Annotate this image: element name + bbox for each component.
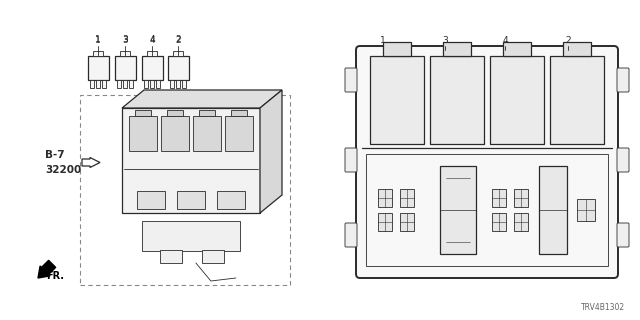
Text: 4: 4: [502, 36, 508, 44]
Bar: [144, 80, 148, 88]
Bar: [198, 110, 216, 116]
Text: FR.: FR.: [46, 271, 64, 281]
FancyBboxPatch shape: [345, 148, 357, 172]
Bar: [88, 56, 109, 80]
Polygon shape: [260, 90, 282, 213]
Polygon shape: [122, 90, 282, 108]
Bar: [176, 80, 180, 88]
FancyBboxPatch shape: [356, 46, 618, 278]
Bar: [102, 80, 106, 88]
Bar: [378, 213, 392, 231]
Text: TRV4B1302: TRV4B1302: [581, 303, 625, 312]
Bar: [400, 189, 414, 207]
FancyArrow shape: [38, 260, 56, 278]
FancyBboxPatch shape: [617, 148, 629, 172]
Text: 2: 2: [175, 35, 181, 44]
Bar: [230, 110, 248, 116]
FancyBboxPatch shape: [345, 223, 357, 247]
Bar: [440, 166, 476, 254]
Bar: [90, 80, 93, 88]
Bar: [514, 213, 528, 231]
Bar: [156, 80, 160, 88]
Bar: [577, 199, 595, 221]
Bar: [443, 42, 471, 56]
Text: 1: 1: [380, 36, 386, 44]
Bar: [170, 80, 173, 88]
Text: B-7: B-7: [45, 150, 65, 160]
Text: 1: 1: [95, 35, 101, 44]
Bar: [115, 56, 136, 80]
Bar: [123, 80, 127, 88]
Bar: [129, 80, 133, 88]
Bar: [514, 189, 528, 207]
Bar: [150, 80, 154, 88]
Polygon shape: [82, 157, 100, 167]
Bar: [539, 166, 567, 254]
Bar: [225, 116, 253, 151]
Bar: [166, 110, 184, 116]
Text: 4: 4: [149, 36, 155, 44]
Bar: [182, 80, 186, 88]
Bar: [141, 56, 163, 80]
Bar: [137, 191, 165, 209]
Text: 3: 3: [122, 36, 128, 44]
FancyBboxPatch shape: [617, 223, 629, 247]
Bar: [160, 250, 182, 263]
Text: 32200: 32200: [45, 165, 81, 175]
Bar: [116, 80, 121, 88]
Bar: [168, 56, 189, 80]
Text: 3: 3: [442, 36, 448, 44]
Bar: [503, 42, 531, 56]
Bar: [378, 189, 392, 207]
Bar: [563, 42, 591, 56]
FancyBboxPatch shape: [345, 68, 357, 92]
Bar: [217, 191, 245, 209]
Bar: [177, 191, 205, 209]
Bar: [492, 213, 506, 231]
Polygon shape: [122, 108, 260, 213]
Text: 2: 2: [565, 36, 571, 44]
Text: 2: 2: [175, 36, 181, 44]
Bar: [492, 189, 506, 207]
Text: 3: 3: [122, 35, 128, 44]
Bar: [370, 56, 424, 144]
Bar: [400, 213, 414, 231]
Bar: [383, 42, 411, 56]
Bar: [120, 51, 130, 56]
Bar: [173, 51, 183, 56]
FancyBboxPatch shape: [617, 68, 629, 92]
Bar: [147, 51, 157, 56]
Bar: [202, 250, 224, 263]
Bar: [161, 116, 189, 151]
Bar: [134, 110, 152, 116]
Bar: [96, 80, 100, 88]
Bar: [142, 221, 240, 251]
Text: 1: 1: [95, 36, 101, 44]
Bar: [430, 56, 484, 144]
Bar: [550, 56, 604, 144]
Bar: [93, 51, 103, 56]
Bar: [490, 56, 544, 144]
Bar: [129, 116, 157, 151]
Bar: [193, 116, 221, 151]
Bar: [366, 154, 608, 266]
Text: 4: 4: [149, 35, 155, 44]
Bar: [80, 95, 290, 285]
